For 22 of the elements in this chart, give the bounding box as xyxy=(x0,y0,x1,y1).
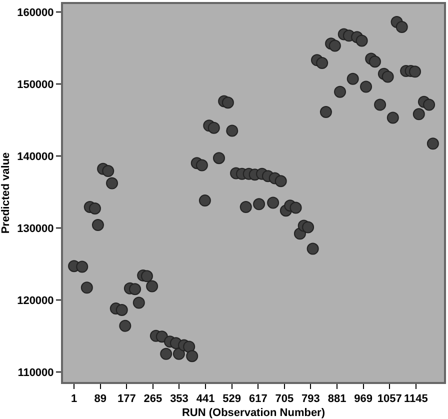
y-tick-label: 140000 xyxy=(17,150,54,163)
y-tick-label: 130000 xyxy=(17,222,54,235)
x-tick-label: 353 xyxy=(170,393,188,406)
x-tick-label: 793 xyxy=(302,393,320,406)
x-tick-label: 1145 xyxy=(404,393,428,406)
x-tick-label: 265 xyxy=(144,393,162,406)
x-tick-label: 881 xyxy=(328,393,346,406)
y-tick-label: 160000 xyxy=(17,6,54,19)
x-tick-label: 1 xyxy=(70,393,78,406)
x-tick-label: 705 xyxy=(275,393,294,406)
y-axis-title: Predicted value xyxy=(0,152,12,234)
x-tick-label: 529 xyxy=(222,393,242,406)
y-tick-label: 120000 xyxy=(17,294,54,307)
x-tick-label: 89 xyxy=(94,393,106,406)
x-tick-label: 969 xyxy=(354,393,372,406)
x-tick-label: 617 xyxy=(248,393,268,406)
y-tick-label: 110000 xyxy=(18,366,54,379)
y-tick-label: 150000 xyxy=(17,78,54,91)
x-tick-label: 1057 xyxy=(377,393,402,406)
x-axis-title: RUN (Observation Number) xyxy=(182,406,326,419)
x-tick-label: 177 xyxy=(117,393,136,406)
x-tick-label: 441 xyxy=(196,393,215,406)
